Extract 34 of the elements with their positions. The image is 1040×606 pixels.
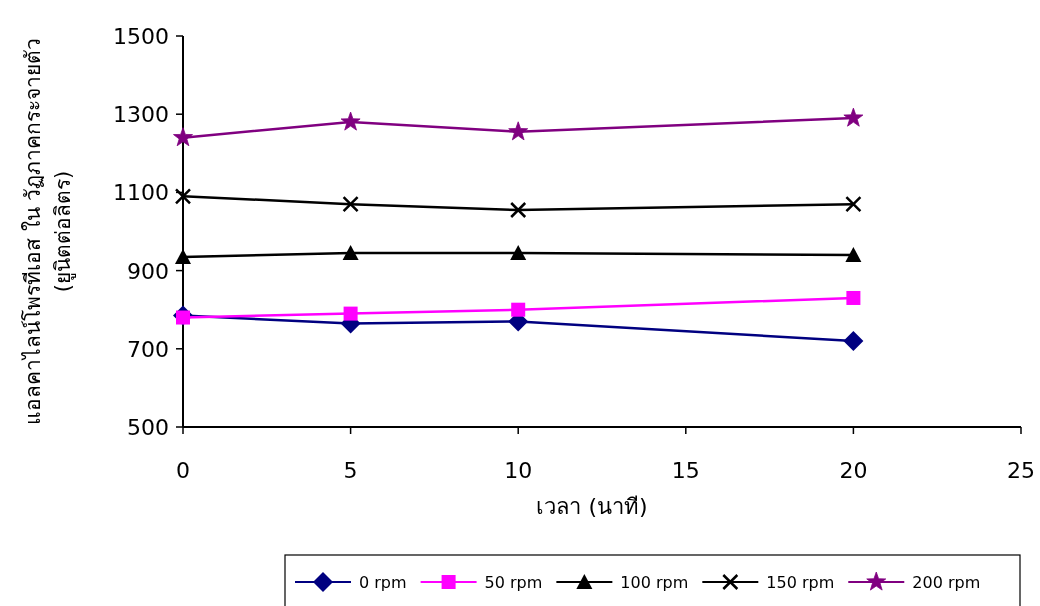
point	[843, 330, 864, 351]
legend-label: 100 rpm	[620, 573, 689, 592]
x-axis-title: เวลา (นาที)	[536, 494, 648, 519]
x-tick-label: 10	[504, 458, 533, 483]
x-tick-label: 20	[839, 458, 868, 483]
point	[846, 290, 861, 305]
legend-label: 50 rpm	[484, 573, 543, 592]
point	[509, 201, 527, 219]
x-tick-label: 15	[671, 458, 700, 483]
y-tick-label: 900	[127, 258, 169, 284]
y-tick-label: 1100	[113, 180, 169, 206]
legend-label: 0 rpm	[359, 573, 407, 592]
point	[508, 121, 529, 141]
y-tick-label: 500	[127, 415, 169, 440]
legend-label: 200 rpm	[912, 573, 981, 592]
y-tick-label: 1500	[113, 24, 169, 49]
point	[510, 245, 527, 261]
point	[173, 127, 193, 147]
point	[511, 302, 526, 317]
point	[342, 245, 359, 261]
legend-label: 150 rpm	[766, 573, 835, 592]
x-tick-label: 5	[343, 458, 358, 483]
x-tick-label: 0	[176, 458, 190, 483]
point	[843, 107, 864, 127]
point	[845, 195, 862, 213]
point	[845, 246, 862, 262]
point	[343, 306, 358, 321]
x-tick-label: 25	[1007, 458, 1035, 483]
point	[174, 188, 192, 205]
y-tick-label: 700	[127, 336, 169, 362]
point	[340, 111, 361, 131]
y-tick-label: 1300	[113, 102, 169, 128]
point	[342, 195, 359, 213]
y-axis-title: แอลคาไลน์โพรทีเอส ใน วัฏภาคกระจายตัว (ยูนิตต่อลิตร)	[21, 37, 76, 426]
